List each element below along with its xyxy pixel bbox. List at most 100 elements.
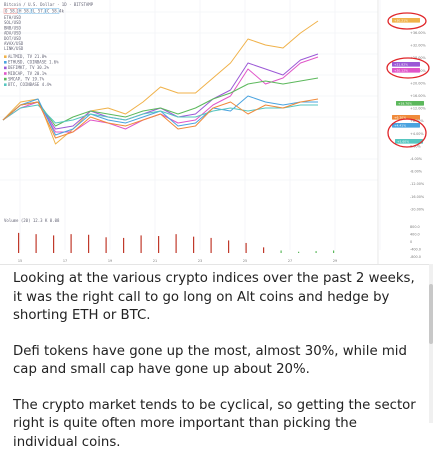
overlay-symbol[interactable]: AVAX/USD xyxy=(4,41,24,46)
article-body: Looking at the various crypto indices ov… xyxy=(13,270,418,469)
legend-swatch xyxy=(4,61,7,64)
legend-entry[interactable]: DEFIMKT, TV 30.2% xyxy=(8,65,50,70)
volume-bar xyxy=(263,247,265,253)
y-axis-tick: +4.00% xyxy=(410,132,424,136)
legend-entry[interactable]: ALTMID, TV 21.8% xyxy=(8,54,47,59)
series-line-orange xyxy=(2,98,319,139)
legend-swatch xyxy=(4,83,7,86)
price-tag xyxy=(392,123,420,128)
volume-label: Volume (20) 12.3 K 0.08 xyxy=(4,218,60,223)
legend-swatch xyxy=(4,66,7,70)
article-paragraph: Defi tokens have gone up the most, almos… xyxy=(13,343,407,378)
highlight-circle-bottom xyxy=(387,118,427,148)
right-price-tags: +30.21% +21.82% +20.12% +19.70% +6.20% +4.41%… xyxy=(392,18,424,144)
series-line-smcap xyxy=(2,77,319,127)
price-tag xyxy=(392,62,420,67)
volume-axis-tick: -400.0 xyxy=(410,248,421,252)
volume-bar xyxy=(228,240,230,253)
volume-bar xyxy=(245,242,247,253)
legend-entry[interactable]: SMCAP, TV 19.7% xyxy=(8,76,45,81)
chart-header-values: O 58.3kH 58.9kL 57.8kC 58.4k xyxy=(3,8,64,14)
header-value: C 58.4k xyxy=(47,8,64,13)
header-value-box xyxy=(31,8,46,14)
overlay-symbol[interactable]: ADA/USD xyxy=(4,31,21,36)
legend-swatch xyxy=(4,72,7,75)
overlay-symbol-list: ETH/USDSOL/USDBNB/USDADA/USDDOT/USDAVAX/… xyxy=(4,15,24,51)
y-axis-tick: +12.00% xyxy=(410,107,427,111)
header-value-box xyxy=(17,8,32,14)
volume-bar xyxy=(298,251,300,253)
y-axis-tick: -20.00% xyxy=(410,207,425,211)
article-paragraph: Looking at the various crypto indices ov… xyxy=(13,271,415,323)
y-axis-tick: 0.00% xyxy=(410,144,422,148)
scrollbar-thumb[interactable] xyxy=(429,284,433,344)
x-axis-tick: 21 xyxy=(153,259,157,263)
volume-bar xyxy=(70,234,72,253)
x-axis-tick: 17 xyxy=(63,259,67,263)
x-axis-tick: 29 xyxy=(333,259,337,263)
price-tag-label: +21.82% xyxy=(394,63,408,67)
x-axis-ticks: 15 17 19 21 23 25 27 29 xyxy=(18,259,337,263)
volume-bar xyxy=(53,235,55,253)
y-axis-tick: -12.00% xyxy=(410,182,425,186)
x-axis-tick: 19 xyxy=(108,259,112,263)
volume-bar xyxy=(175,234,177,253)
volume-bar xyxy=(158,236,160,253)
overlay-symbol[interactable]: BNB/USD xyxy=(4,25,21,30)
legend-entry[interactable]: ETHUSD, COINBASE 1.6% xyxy=(8,60,59,65)
legend-swatch xyxy=(4,55,7,58)
price-tag xyxy=(395,139,423,144)
y-axis-tick: -16.00% xyxy=(410,195,425,199)
y-axis-tick: +16.00% xyxy=(410,94,427,98)
chart-legend: ALTMID, TV 21.8%ETHUSD, COINBASE 1.6%DEF… xyxy=(4,54,59,87)
series-line-altmid xyxy=(2,20,319,145)
overlay-symbol[interactable]: DOT/USD xyxy=(4,36,21,41)
volume-axis-tick: 800.0 xyxy=(410,225,420,229)
header-value: L 57.8k xyxy=(33,8,50,13)
price-tag xyxy=(396,101,424,106)
volume-bar xyxy=(333,250,335,253)
y-axis-tick: -8.00% xyxy=(410,170,423,174)
price-tag-label: +20.12% xyxy=(394,69,408,73)
header-value: H 58.9k xyxy=(19,8,36,13)
price-tag-label: +19.70% xyxy=(398,102,412,106)
volume-bar xyxy=(315,251,317,253)
y-axis-tick: +36.00% xyxy=(410,31,427,35)
price-comparison-chart[interactable]: Bitcoin / U.S. Dollar · 1D · BITSTAMP O … xyxy=(0,0,433,264)
highlight-circle-top xyxy=(387,12,427,30)
y-axis-tick: +20.00% xyxy=(410,81,427,85)
volume-bar xyxy=(140,235,142,253)
article-paragraph: The crypto market tends to be cyclical, … xyxy=(13,397,416,450)
x-axis-tick: 27 xyxy=(288,259,292,263)
volume-bar xyxy=(280,250,282,253)
volume-bar xyxy=(105,237,107,253)
series-line-btc xyxy=(2,104,318,124)
overlay-symbol[interactable]: ETH/USD xyxy=(4,15,21,20)
price-tag-label: +30.21% xyxy=(394,19,408,23)
overlay-symbol[interactable]: LINK/USD xyxy=(4,46,24,51)
comparison-chart-panel[interactable]: Bitcoin / U.S. Dollar · 1D · BITSTAMP O … xyxy=(0,0,433,265)
legend-entry[interactable]: MIDCAP, TV 20.1% xyxy=(8,71,47,76)
volume-bar xyxy=(193,236,195,253)
x-axis-tick: 23 xyxy=(198,259,202,263)
chart-grid xyxy=(0,0,381,264)
chart-series xyxy=(2,20,319,145)
legend-entry[interactable]: BTC, COINBASE 4.4% xyxy=(8,82,52,87)
overlay-symbol[interactable]: SOL/USD xyxy=(4,20,21,25)
y-axis-tick: +28.00% xyxy=(410,56,427,60)
x-axis-tick: 15 xyxy=(18,259,22,263)
volume-axis-tick: -800.0 xyxy=(410,255,421,259)
price-tag xyxy=(392,18,420,23)
header-value: O 58.3k xyxy=(5,8,22,13)
volume-axis-tick: 0 xyxy=(410,240,412,244)
volume-bars xyxy=(18,232,335,253)
price-tag-label: +1.60% xyxy=(397,140,409,144)
page-scrollbar[interactable] xyxy=(429,264,433,423)
price-tag xyxy=(392,68,420,73)
volume-bar xyxy=(35,234,37,253)
volume-bar xyxy=(123,237,125,253)
price-tag-label: +6.20% xyxy=(394,116,406,120)
x-axis-tick: 25 xyxy=(243,259,247,263)
price-tag-label: +4.41% xyxy=(394,124,406,128)
chart-header-title: Bitcoin / U.S. Dollar · 1D · BITSTAMP xyxy=(4,2,94,7)
